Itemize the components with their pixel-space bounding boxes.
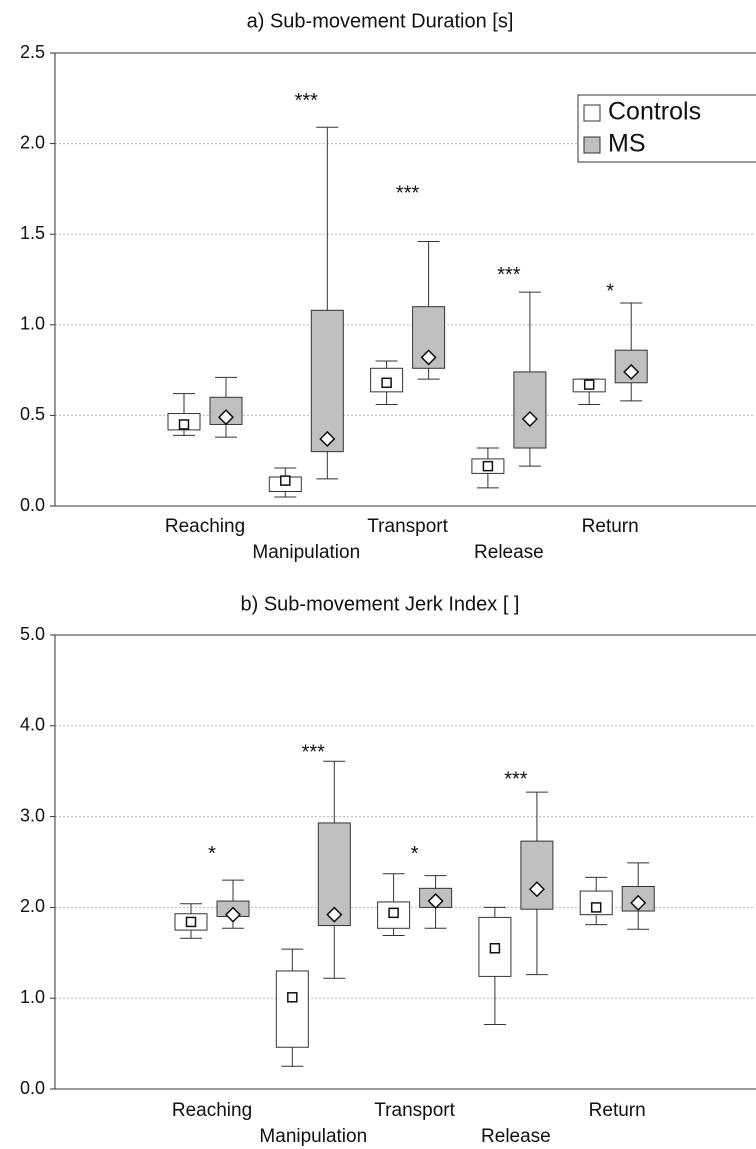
legend-frame bbox=[577, 94, 756, 163]
marker bbox=[217, 409, 235, 426]
marker bbox=[630, 894, 647, 911]
plot-frame bbox=[54, 634, 756, 1090]
annotation: *** bbox=[302, 741, 326, 763]
annotation: *** bbox=[396, 183, 420, 205]
marker bbox=[280, 475, 291, 486]
legend-swatch bbox=[583, 104, 601, 122]
y-tick-label: 1.0 bbox=[20, 987, 45, 1007]
x-tick-label: Return bbox=[582, 516, 639, 537]
marker bbox=[528, 881, 545, 898]
x-tick-label: Release bbox=[481, 1126, 551, 1147]
legend-swatch bbox=[583, 136, 601, 154]
box bbox=[275, 970, 309, 1048]
x-tick-label: Transport bbox=[374, 1100, 455, 1121]
chart-title: b) Sub-movement Jerk Index [ ] bbox=[240, 593, 519, 615]
annotation: *** bbox=[504, 769, 528, 791]
y-tick-label: 0.0 bbox=[20, 495, 45, 515]
annotation: *** bbox=[295, 90, 319, 112]
y-tick-label: 5.0 bbox=[20, 624, 45, 644]
x-tick-label: Reaching bbox=[165, 516, 245, 537]
x-tick-label: Return bbox=[589, 1100, 646, 1121]
marker bbox=[489, 943, 501, 954]
marker bbox=[326, 906, 343, 923]
x-tick-label: Reaching bbox=[172, 1100, 252, 1121]
marker bbox=[388, 907, 399, 919]
annotation: * bbox=[411, 843, 419, 865]
x-tick-label: Manipulation bbox=[259, 1126, 367, 1147]
marker bbox=[427, 892, 444, 910]
y-tick-label: 1.5 bbox=[20, 223, 45, 243]
box bbox=[310, 309, 344, 453]
y-tick-label: 2.0 bbox=[20, 896, 45, 916]
box bbox=[317, 822, 351, 927]
marker bbox=[590, 902, 602, 913]
box bbox=[520, 840, 554, 910]
x-tick-label: Release bbox=[474, 542, 544, 563]
y-tick-label: 0.0 bbox=[20, 1078, 45, 1098]
y-tick-label: 2.5 bbox=[20, 42, 45, 62]
y-tick-label: 1.0 bbox=[20, 314, 45, 334]
legend-label: Controls bbox=[608, 98, 701, 126]
box bbox=[513, 371, 547, 449]
marker bbox=[178, 419, 190, 430]
y-tick-label: 2.0 bbox=[20, 132, 45, 152]
marker bbox=[287, 992, 298, 1003]
marker bbox=[482, 460, 494, 472]
x-tick-label: Manipulation bbox=[252, 542, 360, 563]
x-tick-label: Transport bbox=[367, 516, 448, 537]
y-tick-label: 4.0 bbox=[20, 715, 45, 735]
annotation: * bbox=[208, 843, 216, 865]
y-tick-label: 3.0 bbox=[20, 805, 45, 825]
marker bbox=[623, 363, 640, 380]
marker bbox=[319, 430, 336, 448]
plot-frame bbox=[54, 52, 756, 507]
marker bbox=[583, 379, 595, 390]
y-tick-label: 0.5 bbox=[20, 404, 45, 424]
marker bbox=[420, 349, 437, 366]
annotation: *** bbox=[497, 264, 521, 286]
marker bbox=[224, 906, 242, 923]
marker bbox=[381, 377, 392, 389]
legend-label: MS bbox=[608, 130, 646, 158]
chart-title: a) Sub-movement Duration [s] bbox=[247, 10, 514, 32]
marker bbox=[185, 916, 197, 928]
marker bbox=[521, 410, 538, 428]
annotation: * bbox=[606, 280, 614, 302]
